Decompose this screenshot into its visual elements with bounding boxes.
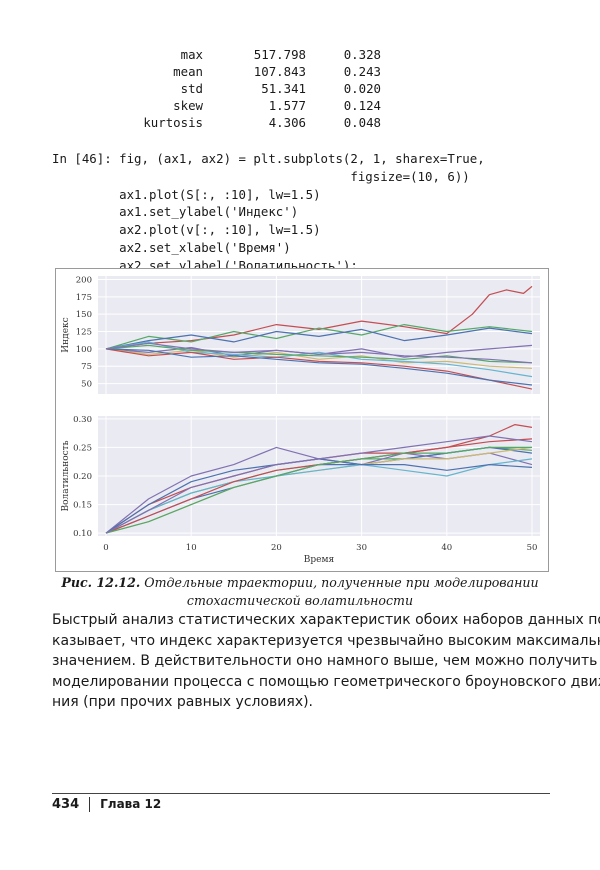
stats-label: std [180,81,203,97]
stats-label: skew [173,98,203,114]
plot-background [98,276,540,394]
y-tick-label: 50 [81,380,92,390]
paragraph-line: значением. В действительности оно намног… [52,653,600,670]
chapter-title: Глава 12 [100,797,162,811]
chart-svg: 2001751501251007550Индекс0.300.250.200.1… [61,275,540,565]
x-tick-label: 50 [527,543,538,553]
code-line: figsize=(10, 6)) [52,168,470,184]
page-number: 434 [52,797,80,812]
footer-separator [89,797,91,812]
y-axis-label: Индекс [61,317,71,352]
x-tick-label: 20 [271,543,282,553]
chart-index-panel: 200 175 150 125 100 75 50 Индекс [61,275,540,394]
x-axis-label: Время [304,555,335,565]
series-line [105,458,533,534]
code-line: ax2.plot(v[:, :10], lw=1.5) [52,222,321,238]
stats-label: mean [173,64,203,80]
x-tick-label: 0 [103,543,108,553]
series-line [105,446,532,534]
chart-volatility-panel: 0.30 0.25 0.20 0.15 0.10 Волатильность 0 10 20 30… [61,415,540,565]
series-line [105,323,533,350]
footer-rule [52,793,550,794]
code-line: ax1.set_ylabel('Индекс') [52,204,299,220]
x-tick-label: 40 [441,543,452,553]
stats-value-a: 4.306 [268,115,306,131]
figure-caption: Рис. 12.12. Отдельные траектории, получе… [0,574,600,610]
stats-value-a: 51.341 [261,81,306,97]
y-tick-label: 75 [81,362,92,372]
series-line [105,327,533,350]
y-tick-label: 0.10 [73,529,92,539]
stats-value-b: 0.124 [343,98,381,114]
y-tick-label: 0.25 [73,443,92,453]
stats-value-a: 1.577 [268,98,306,114]
stats-value-b: 0.328 [343,47,381,62]
y-axis-label: Волатильность [61,440,71,511]
code-line: In [46]: fig, (ax1, ax2) = plt.subplots(… [52,151,485,166]
paragraph-line: Быстрый анализ статистических характерис… [52,612,600,628]
stats-row: kurtosis 4.306 0.048 [0,114,600,131]
stats-value-a: 107.843 [253,64,306,80]
y-tick-label: 125 [76,328,92,338]
series-line [105,348,533,390]
stats-value-a: 517.798 [253,47,306,62]
page-footer: 434 Глава 12 [52,797,161,812]
code-line: ax2.set_xlabel('Время') [52,239,291,255]
body-paragraph: Быстрый анализ статистических характерис… [52,610,600,713]
y-tick-label: 175 [76,293,92,303]
y-tick-label: 150 [76,310,92,320]
y-tick-label: 200 [76,275,92,285]
x-tick-label: 10 [186,543,197,553]
code-line: ax1.plot(S[:, :10], lw=1.5) [52,186,321,202]
y-tick-label: 0.20 [73,472,92,482]
series-line [105,348,533,369]
caption-line1: Отдельные траектории, полученные при мод… [144,575,539,590]
paragraph-line: моделировании процесса с помощью геометр… [52,673,600,690]
code-block: In [46]: fig, (ax1, ax2) = plt.subplots(… [52,150,572,275]
stats-value-b: 0.048 [343,115,381,131]
x-tick-label: 30 [356,543,367,553]
caption-label: Рис. 12.12. [61,575,141,590]
y-tick-label: 0.15 [73,501,92,511]
stats-label: max [180,47,203,62]
figure: 200 175 150 125 100 75 50 Индекс 0.30 0.25 0.20 0.1… [55,268,549,572]
paragraph-line: казывает, что индекс характеризуется чре… [52,632,600,649]
series-line [105,435,533,534]
series-line [105,348,533,386]
stats-label: kurtosis [143,115,203,131]
y-tick-label: 0.30 [73,415,92,425]
stats-value-b: 0.020 [343,81,381,97]
stats-row: max 517.798 0.328 [0,46,600,63]
stats-row: skew 1.577 0.124 [0,97,600,114]
series-line [105,342,533,364]
y-tick-label: 100 [76,345,92,355]
paragraph-line: ния (при прочих равных условиях). [52,694,314,711]
stats-row: std 51.341 0.020 [0,80,600,97]
stats-value-b: 0.243 [343,64,381,80]
stats-row: mean 107.843 0.243 [0,63,600,80]
caption-line2: стохастической волатильности [186,593,414,608]
